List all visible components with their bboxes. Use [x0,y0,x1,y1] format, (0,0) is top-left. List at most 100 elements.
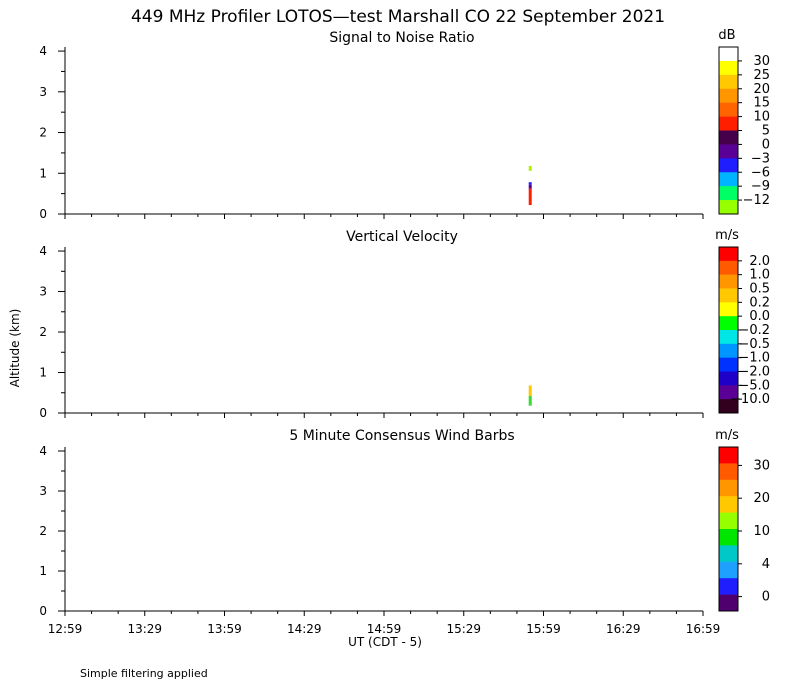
colorbar-swatch [719,102,738,117]
x-tick-label: 14:29 [287,622,322,636]
colorbar-swatch [719,496,738,513]
colorbar-label: −2.0 [738,365,770,380]
colorbar-label: 0 [762,137,770,152]
y-tick-label: 1 [39,366,47,380]
colorbar-label: 10 [753,110,770,125]
colorbar-swatch [719,330,738,345]
y-tick-label: 1 [39,166,47,180]
figure-title: 449 MHz Profiler LOTOS—test Marshall CO … [131,7,665,27]
colorbar-swatch [719,371,738,386]
x-tick-label: 16:59 [686,622,721,636]
x-tick-label: 13:59 [207,622,242,636]
x-tick-label: 13:29 [127,622,162,636]
colorbar-label: 2.0 [749,254,770,269]
colorbar-label: 20 [753,491,770,506]
colorbar-units: dB [718,28,735,43]
y-tick-label: 2 [39,325,47,339]
y-tick-label: 2 [39,524,47,538]
x-tick-label: 15:59 [526,622,561,636]
colorbar-swatch [719,545,738,563]
colorbar-label: 25 [753,68,770,83]
colorbar-swatch [719,116,738,131]
colorbar-label: 30 [753,458,770,473]
colorbar-swatch [719,60,738,76]
y-tick-label: 4 [39,44,47,58]
colorbar-swatch [719,260,738,275]
x-tick-label: 12:59 [48,622,83,636]
colorbar-swatch [719,158,738,173]
colorbar-swatch [719,186,738,201]
y-tick-label: 3 [39,285,47,299]
colorbar-label: −0.2 [738,323,770,338]
x-axis-title: UT (CDT - 5) [348,635,422,649]
colorbar-label: 5 [762,124,770,139]
data-cell [528,385,532,396]
panel-title: 5 Minute Consensus Wind Barbs [289,428,514,444]
y-axis-title: Altitude (km) [8,309,22,388]
colorbar-label: 20 [753,82,770,97]
x-tick-label: 15:29 [446,622,481,636]
colorbar-swatch [719,274,738,289]
data-cell [528,395,532,406]
colorbar-swatch [719,316,738,331]
colorbar-label: −9 [751,179,770,194]
y-tick-label: 1 [39,564,47,578]
colorbar-swatch [719,399,738,414]
colorbar-swatch [719,172,738,187]
colorbar-label: 15 [753,96,770,111]
colorbar-swatch [719,302,738,317]
colorbar-label: 1.0 [749,268,770,283]
colorbar-swatch [719,343,738,358]
x-tick-label: 14:59 [367,622,402,636]
colorbar-swatch [719,561,738,579]
y-tick-label: 0 [39,604,47,618]
colorbar-label: 4 [762,557,770,572]
colorbar-swatch [719,88,738,103]
colorbar-label: 0 [762,590,770,605]
data-cell [528,182,532,185]
data-cell [528,188,532,206]
colorbar-units: m/s [715,428,739,443]
colorbar-label: 0.0 [749,309,770,324]
colorbar-label: −1.0 [738,351,770,366]
y-tick-label: 0 [39,207,47,221]
panels: Signal to Noise Ratio01234302520151050−3… [39,28,770,618]
colorbar-swatch [719,200,738,215]
colorbar-swatch [719,47,738,62]
colorbar-label: −10.0 [730,392,770,407]
panel-title: Signal to Noise Ratio [329,30,474,46]
data-cell [528,184,532,189]
panel-1: Signal to Noise Ratio01234302520151050−3… [39,28,770,221]
panel-title: Vertical Velocity [346,229,458,245]
colorbar-swatch [719,288,738,303]
y-tick-label: 3 [39,484,47,498]
colorbar-swatch [719,74,738,90]
colorbar-frame [718,446,739,612]
x-axis: 12:59 13:29 13:59 14:29 14:59 15:29 15:59 16:29… [48,622,721,636]
colorbar-label: −5.0 [738,378,770,393]
colorbar-label: 0.2 [749,295,770,310]
colorbar-swatch [719,463,738,481]
footnote: Simple filtering applied [80,667,208,680]
colorbar-label: −3 [751,151,770,166]
data-cell [528,165,532,171]
colorbar-label: 30 [753,54,770,69]
colorbar-swatch [719,385,738,400]
colorbar-label: −12 [743,193,770,208]
y-tick-label: 4 [39,444,47,458]
colorbar-swatch [719,144,738,159]
panel-3: 5 Minute Consensus Wind Barbs 0 1 2 3 4 30 20 10… [39,428,770,618]
colorbar-label: −0.5 [738,337,770,352]
colorbar-swatch [719,578,738,595]
x-tick-label: 16:29 [606,622,641,636]
colorbar-swatch [719,594,738,612]
colorbar-label: 10 [753,524,770,539]
colorbar-swatch [719,529,738,546]
colorbar-swatch [719,357,738,372]
y-tick-label: 3 [39,85,47,99]
colorbar-label: 0.5 [749,282,770,297]
colorbar-swatch [719,447,738,464]
y-tick-label: 2 [39,126,47,140]
colorbar-units: m/s [715,228,739,243]
